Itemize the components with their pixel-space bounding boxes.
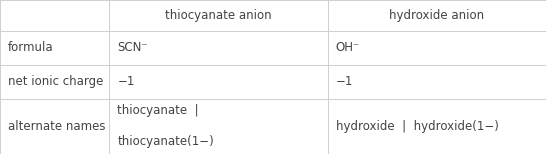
Text: −1: −1 (117, 75, 135, 88)
Text: alternate names: alternate names (8, 120, 106, 133)
Text: SCN⁻: SCN⁻ (117, 41, 148, 54)
Text: OH⁻: OH⁻ (336, 41, 360, 54)
Text: −1: −1 (336, 75, 353, 88)
Text: net ionic charge: net ionic charge (8, 75, 104, 88)
Text: formula: formula (8, 41, 54, 54)
Text: hydroxide  |  hydroxide(1−): hydroxide | hydroxide(1−) (336, 120, 498, 133)
Text: thiocyanate  |: thiocyanate | (117, 104, 199, 117)
Text: thiocyanate anion: thiocyanate anion (165, 9, 272, 22)
Text: thiocyanate(1−): thiocyanate(1−) (117, 135, 214, 148)
Text: hydroxide anion: hydroxide anion (389, 9, 484, 22)
